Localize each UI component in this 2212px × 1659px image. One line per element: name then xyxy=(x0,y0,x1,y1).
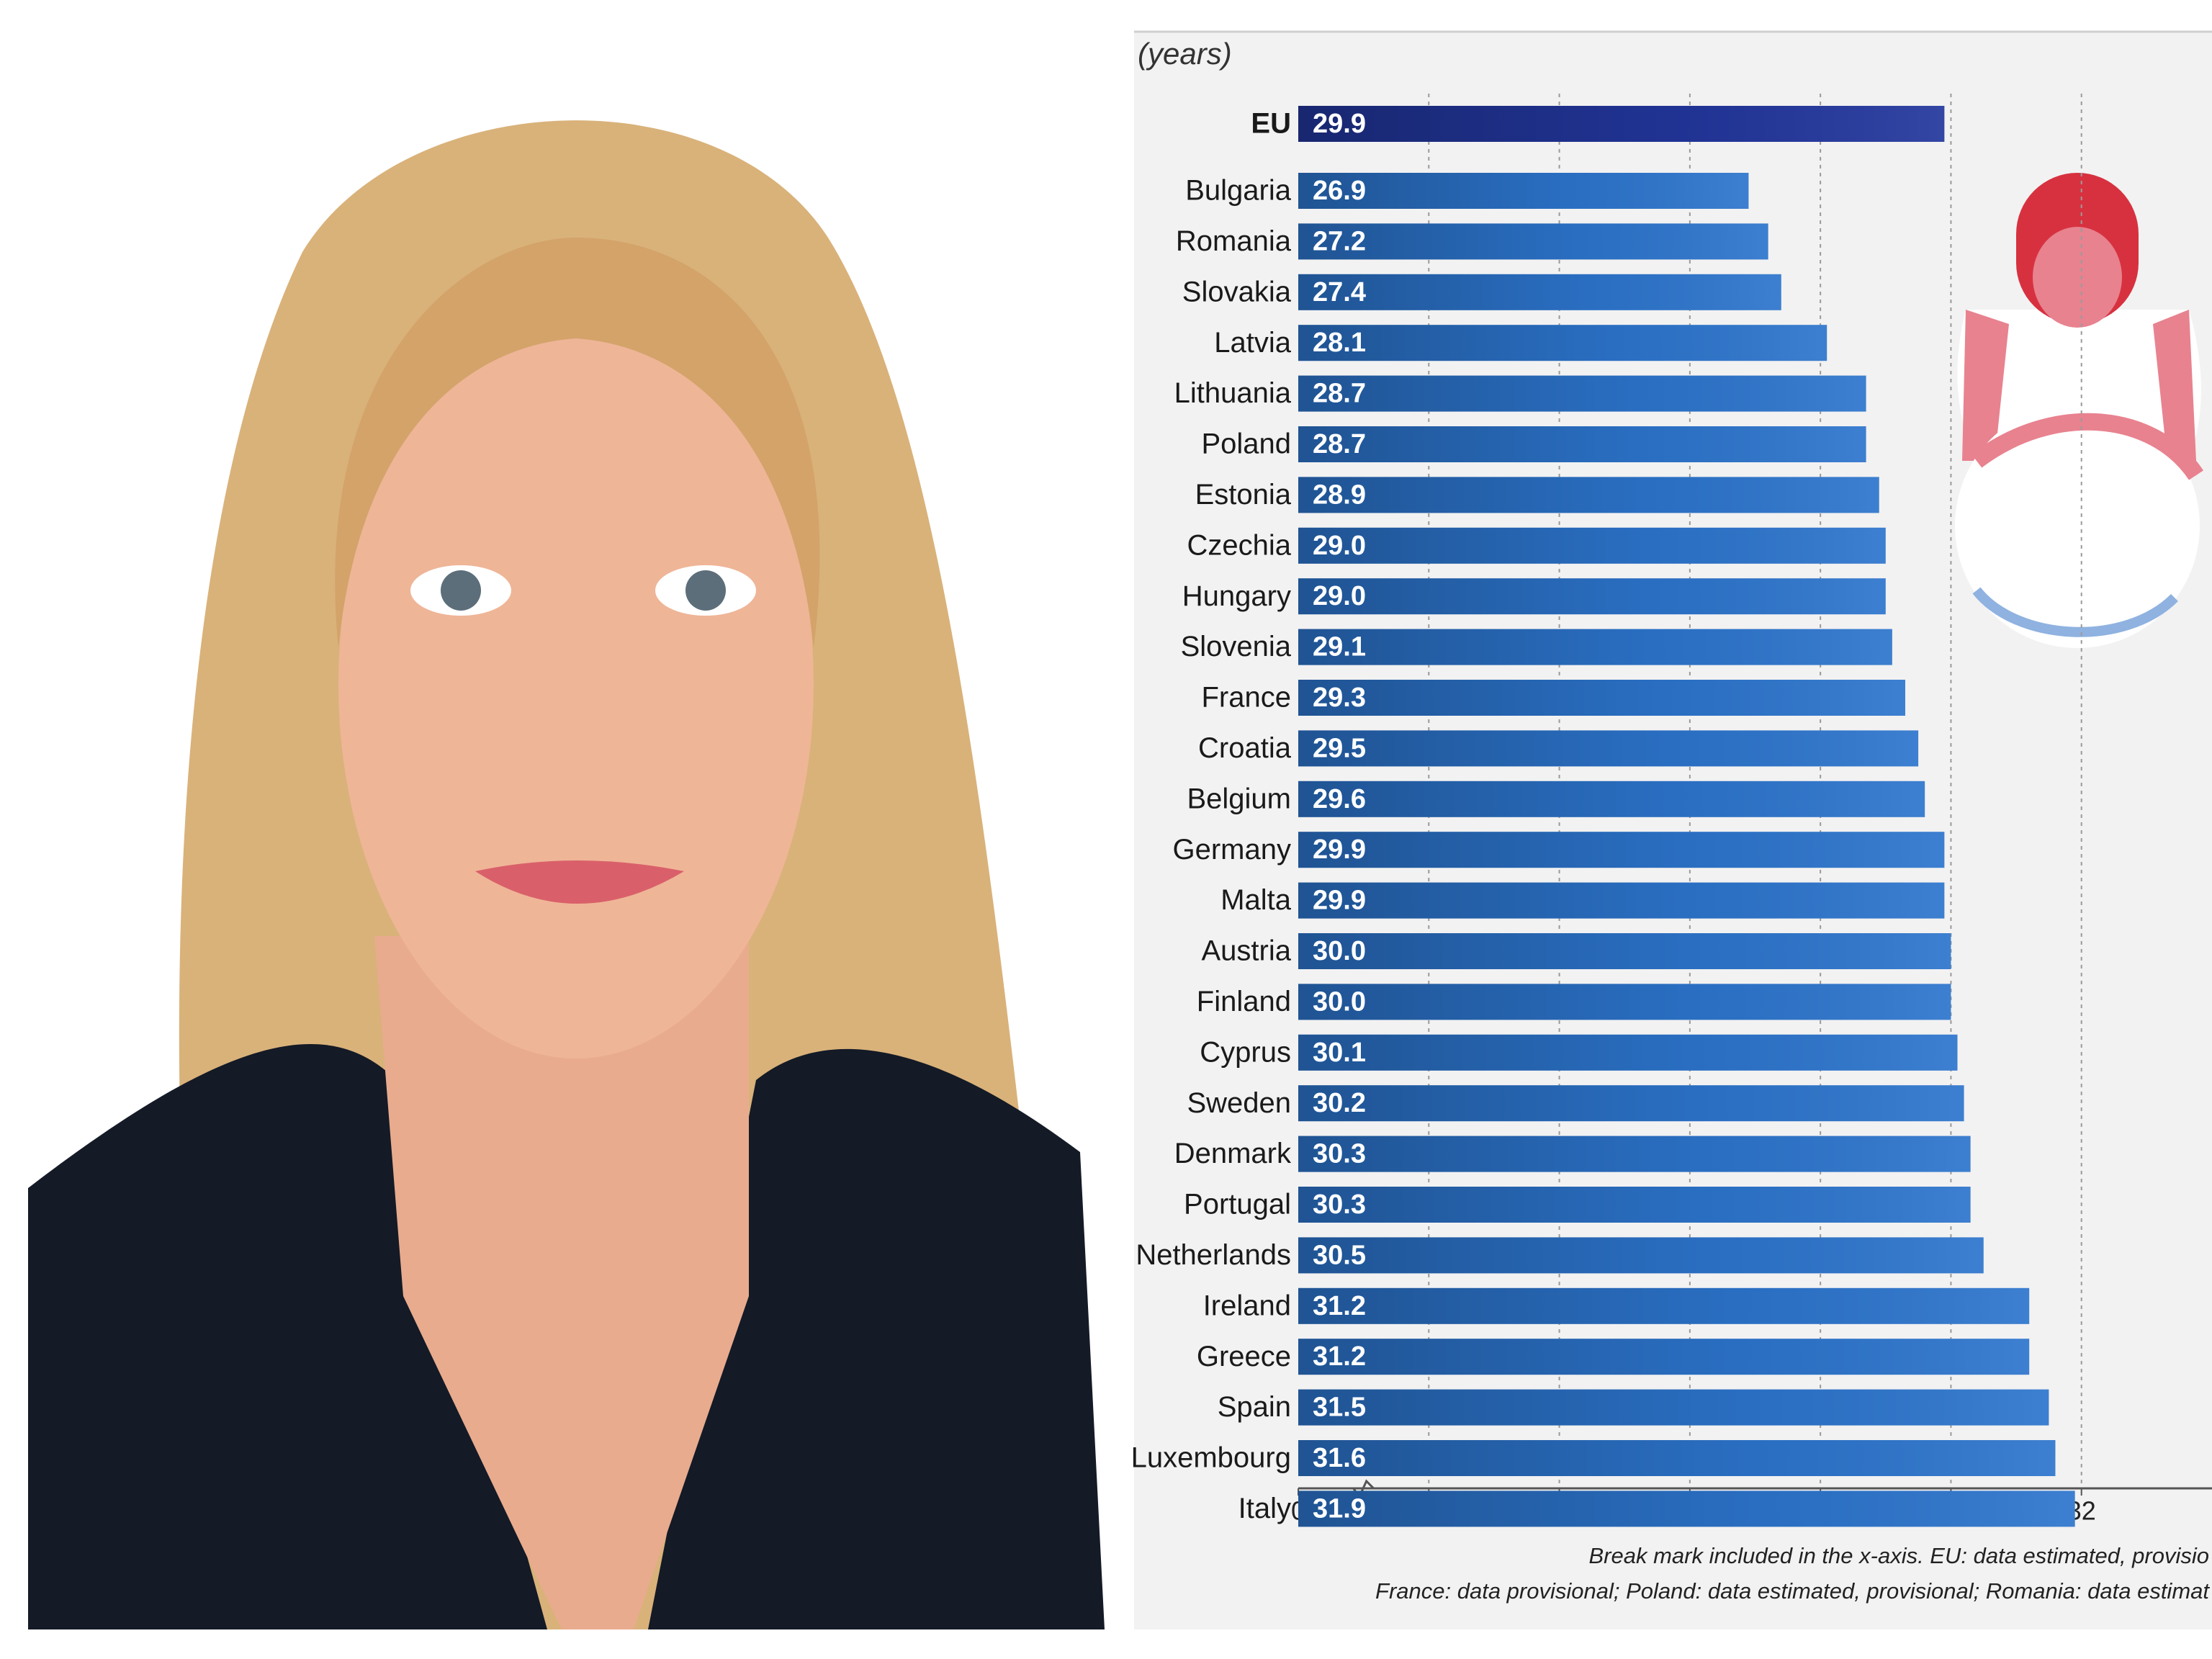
portrait-photo xyxy=(28,28,1105,1629)
category-label: Spain xyxy=(1218,1391,1291,1423)
bar-shading xyxy=(1298,274,1781,310)
bar-value-label: 29.0 xyxy=(1313,531,1366,561)
bar-value-label: 29.9 xyxy=(1313,886,1366,916)
bar-value-label: 26.9 xyxy=(1313,176,1366,206)
bar-value-label: 30.1 xyxy=(1313,1038,1366,1068)
bar-shading xyxy=(1298,1389,2049,1426)
category-label: Bulgaria xyxy=(1185,175,1292,207)
category-label: Germany xyxy=(1173,834,1292,866)
bar-shading xyxy=(1298,1339,2030,1375)
bar-shading xyxy=(1298,106,1945,142)
bar-value-label: 31.6 xyxy=(1313,1443,1366,1473)
category-label: Denmark xyxy=(1174,1138,1292,1169)
category-label: Austria xyxy=(1202,935,1292,967)
bar-shading xyxy=(1298,1440,2056,1476)
category-label: Hungary xyxy=(1182,580,1291,612)
bar-shading xyxy=(1298,781,1925,817)
category-label: France xyxy=(1202,682,1292,714)
bar-value-label: 27.2 xyxy=(1313,226,1366,256)
bar-value-label: 30.3 xyxy=(1313,1190,1366,1220)
bar-value-label: 30.0 xyxy=(1313,936,1366,966)
bar-shading xyxy=(1298,832,1945,868)
bar-value-label: 28.7 xyxy=(1313,429,1366,459)
bar-shading xyxy=(1298,1034,1958,1071)
category-label: Romania xyxy=(1176,225,1292,257)
bar-shading xyxy=(1298,984,1951,1020)
bar-value-label: 31.5 xyxy=(1313,1393,1366,1423)
bar-value-label: 28.9 xyxy=(1313,480,1366,510)
category-label: EU xyxy=(1251,108,1291,140)
bar-shading xyxy=(1298,578,1886,615)
bar-shading xyxy=(1298,882,1945,919)
bar-value-label: 30.0 xyxy=(1313,986,1366,1017)
category-label: Sweden xyxy=(1187,1087,1291,1119)
bar-value-label: 31.2 xyxy=(1313,1341,1366,1372)
bar-shading xyxy=(1298,1085,1964,1122)
category-label: Estonia xyxy=(1195,479,1292,511)
category-label: Greece xyxy=(1197,1341,1291,1372)
bar-value-label: 31.2 xyxy=(1313,1291,1366,1321)
bar-shading xyxy=(1298,527,1886,564)
bar-shading xyxy=(1298,933,1951,969)
plot: 022242628303229.9EU26.9Bulgaria27.2Roman… xyxy=(1131,94,2212,1604)
bar-shading xyxy=(1298,426,1866,462)
category-label: Portugal xyxy=(1184,1189,1291,1220)
category-label: Cyprus xyxy=(1200,1036,1291,1068)
category-label: Latvia xyxy=(1214,327,1291,359)
category-label: Finland xyxy=(1197,986,1291,1017)
bar-shading xyxy=(1298,477,1879,513)
category-label: Slovenia xyxy=(1181,631,1292,662)
category-label: Slovakia xyxy=(1182,276,1292,307)
bar-value-label: 29.5 xyxy=(1313,733,1366,763)
illustration xyxy=(1955,173,2203,648)
bar-shading xyxy=(1298,1187,1971,1223)
bar-value-label: 29.6 xyxy=(1313,784,1366,814)
category-label: Belgium xyxy=(1187,783,1291,814)
bar-value-label: 29.9 xyxy=(1313,109,1366,139)
bar-shading xyxy=(1298,1237,1984,1274)
bar-shading xyxy=(1298,223,1768,260)
bar-shading xyxy=(1298,1287,2030,1324)
category-label: Netherlands xyxy=(1136,1239,1291,1271)
bar-value-label: 30.3 xyxy=(1313,1139,1366,1169)
bar-value-label: 28.1 xyxy=(1313,328,1366,358)
bar-shading xyxy=(1298,1491,2075,1527)
category-label: Czechia xyxy=(1187,529,1291,561)
category-label: Ireland xyxy=(1203,1290,1291,1321)
category-label: Poland xyxy=(1201,428,1291,460)
bar-shading xyxy=(1298,680,1905,716)
bar-value-label: 29.3 xyxy=(1313,683,1366,713)
category-label: Luxembourg xyxy=(1131,1442,1291,1474)
category-label: Italy xyxy=(1238,1493,1291,1524)
bar-shading xyxy=(1298,173,1749,209)
category-label: Lithuania xyxy=(1174,377,1292,409)
bar-shading xyxy=(1298,375,1866,412)
bar-shading xyxy=(1298,629,1892,665)
bar-shading xyxy=(1298,325,1827,361)
footnote: France: data provisional; Poland: data e… xyxy=(1375,1578,2210,1604)
bar-value-label: 28.7 xyxy=(1313,379,1366,409)
bar-value-label: 31.9 xyxy=(1313,1493,1366,1524)
bar-value-label: 27.4 xyxy=(1313,277,1366,307)
bar-shading xyxy=(1298,1136,1971,1172)
bar-value-label: 29.1 xyxy=(1313,632,1366,662)
bar-shading xyxy=(1298,730,1919,767)
chart-subtitle: (years) xyxy=(1138,37,1232,71)
category-label: Croatia xyxy=(1198,732,1292,764)
bar-value-label: 29.0 xyxy=(1313,581,1366,611)
bar-value-label: 29.9 xyxy=(1313,835,1366,865)
bar-value-label: 30.2 xyxy=(1313,1088,1366,1118)
footnote: Break mark included in the x-axis. EU: d… xyxy=(1589,1543,2210,1568)
bar-value-label: 30.5 xyxy=(1313,1240,1366,1270)
category-label: Malta xyxy=(1220,884,1292,916)
